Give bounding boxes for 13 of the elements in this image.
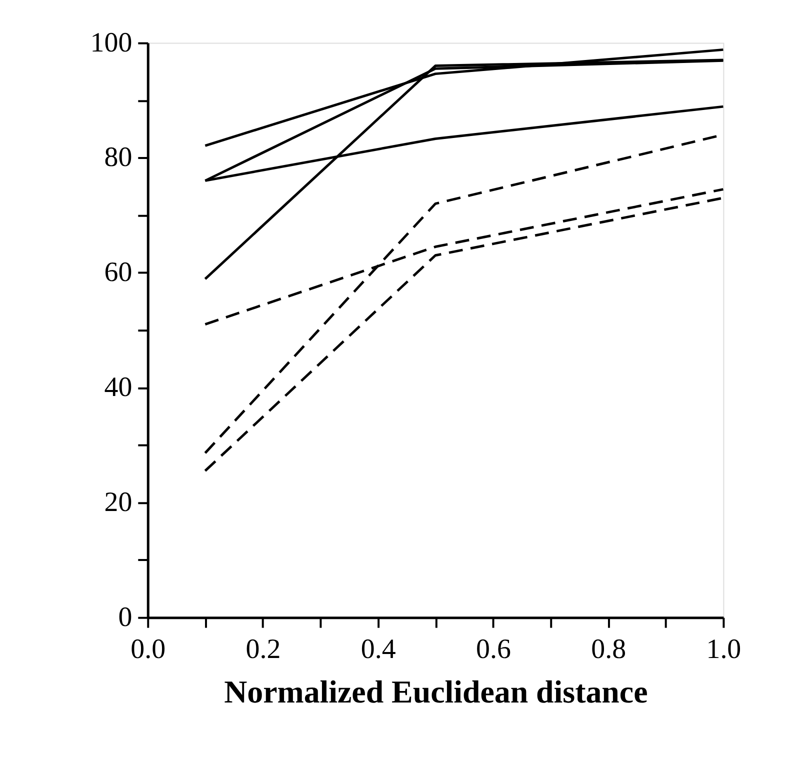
x-tick-label: 1.0 — [706, 634, 742, 665]
x-tick-label: 0.2 — [246, 634, 281, 665]
y-tick-label: 40 — [104, 372, 132, 404]
y-tick-label: 20 — [104, 486, 132, 518]
y-tick-label: 80 — [104, 142, 132, 174]
y-tick-label: 100 — [90, 27, 132, 58]
y-tick-label: 0 — [118, 602, 132, 633]
y-tick-label: 60 — [104, 257, 132, 288]
x-tick-label: 0.0 — [130, 634, 166, 665]
x-axis-title: Normalized Euclidean distance — [224, 674, 648, 710]
x-tick-label: 0.8 — [591, 634, 626, 665]
x-tick-label: 0.6 — [476, 634, 511, 665]
x-tick-label: 0.4 — [360, 634, 396, 665]
